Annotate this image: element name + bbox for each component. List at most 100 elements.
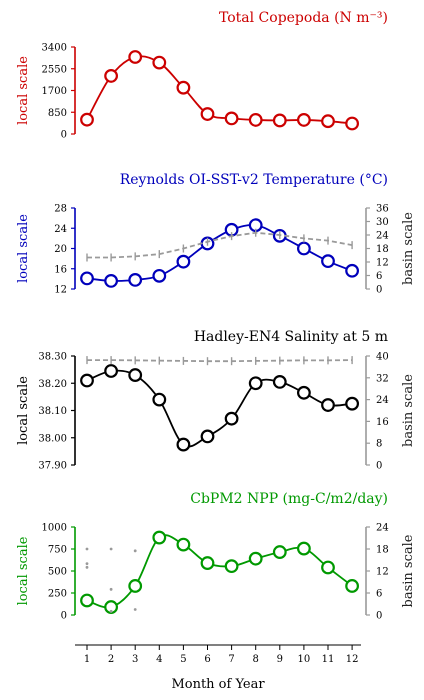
x-tick-label: 6 (204, 654, 210, 665)
left-tick-label: 3400 (42, 43, 67, 54)
left-axis-label: local scale (16, 376, 31, 445)
x-tick-label: 2 (108, 654, 114, 665)
local-series-point (80, 112, 94, 127)
local-series-point (152, 55, 167, 70)
left-axis-label: local scale (16, 56, 31, 125)
local-series-point (248, 551, 263, 566)
local-series-point (80, 373, 94, 388)
panel-title: CbPM2 NPP (mg-C/m2/day) (190, 491, 388, 507)
left-tick-label: 0 (61, 130, 67, 141)
x-tick-label: 10 (298, 654, 311, 665)
left-tick-label: 750 (48, 545, 67, 556)
local-series-point (297, 541, 311, 556)
x-axis-label: Month of Year (171, 677, 265, 692)
right-tick-label: 24 (376, 395, 389, 406)
local-series-point (248, 113, 263, 127)
right-tick-label: 18 (376, 545, 389, 556)
right-tick-label: 24 (376, 231, 389, 242)
local-series-line (86, 55, 353, 125)
local-series-point (224, 559, 239, 574)
right-tick-label: 40 (376, 352, 389, 363)
local-series-point (345, 579, 360, 593)
local-series-point (345, 396, 360, 411)
x-tick-label: 11 (322, 654, 335, 665)
right-tick-label: 6 (376, 271, 382, 282)
left-tick-label: 28 (54, 204, 67, 215)
local-series-point (152, 268, 167, 283)
right-axis-label: basin scale (401, 534, 416, 607)
right-tick-label: 18 (376, 244, 389, 255)
basin-scatter-point (133, 608, 137, 611)
x-tick-label: 12 (346, 654, 359, 665)
local-series-point (176, 254, 191, 269)
right-tick-label: 0 (376, 461, 382, 472)
right-tick-label: 12 (376, 258, 389, 269)
right-tick-label: 6 (376, 589, 382, 600)
local-series-point (297, 241, 311, 256)
left-tick-label: 2550 (42, 64, 67, 75)
basin-scatter-point (109, 547, 113, 551)
x-tick-label: 1 (84, 654, 90, 665)
local-series-point (176, 437, 191, 452)
right-tick-label: 32 (376, 373, 389, 384)
local-series-point (200, 556, 215, 570)
local-series-point (176, 537, 191, 552)
local-series-point (321, 398, 335, 412)
right-tick-label: 16 (376, 417, 389, 428)
left-tick-label: 1000 (42, 523, 67, 534)
chart-panels: Total Copepoda (N m⁻³)3400255017008500lo… (16, 10, 416, 622)
local-series-point (272, 545, 287, 559)
basin-scatter-point (109, 609, 113, 613)
left-axis-label: local scale (16, 536, 31, 605)
panel-title: Total Copepoda (N m⁻³) (219, 10, 388, 26)
left-tick-label: 38.00 (38, 433, 67, 444)
panel-salinity: Hadley-EN4 Salinity at 5 m 38.30 38.20 38.1… (16, 329, 416, 472)
left-tick-label: 38.30 (38, 352, 67, 363)
panel-npp: CbPM2 NPP (mg-C/m2/day) 1000 750 500 250 0 loc… (16, 491, 416, 622)
basin-scatter-point (85, 565, 89, 569)
left-tick-label: 850 (48, 108, 67, 119)
local-series-point (176, 80, 191, 95)
left-tick-label: 24 (54, 224, 67, 235)
x-axis: 1 2 3 4 5 6 7 8 9 10 11 12 Month of Year (75, 644, 361, 692)
right-tick-label: 24 (376, 523, 389, 534)
basin-scatter-point (85, 562, 89, 566)
local-series-point (104, 274, 118, 288)
local-series-point (80, 593, 94, 608)
right-tick-label: 8 (376, 439, 382, 450)
basin-scatter-point (133, 549, 137, 553)
right-tick-label: 12 (376, 567, 389, 578)
local-series-point (272, 113, 287, 128)
x-tick-label: 8 (253, 654, 259, 665)
local-series-point (345, 263, 360, 278)
left-tick-label: 500 (48, 567, 67, 578)
local-series-point (272, 374, 287, 389)
local-series-point (152, 530, 167, 545)
panel-title: Hadley-EN4 Salinity at 5 m (194, 329, 388, 345)
local-series-point (200, 107, 215, 121)
x-tick-label: 4 (156, 654, 162, 665)
local-series-point (80, 271, 94, 286)
panel-title: Reynolds OI-SST-v2 Temperature (°C) (120, 172, 388, 188)
local-series-point (128, 272, 143, 287)
left-tick-label: 37.90 (38, 461, 67, 472)
local-series-line (86, 224, 353, 282)
local-series-point (128, 579, 143, 593)
right-tick-label: 0 (376, 611, 382, 622)
right-tick-label: 30 (376, 217, 389, 228)
x-tick-label: 9 (277, 654, 283, 665)
panel-sst: Reynolds OI-SST-v2 Temperature (°C) 28 24 2… (16, 172, 416, 296)
left-tick-label: 12 (54, 285, 67, 296)
local-series-point (104, 600, 118, 614)
left-axis-label: local scale (16, 214, 31, 283)
local-series-point (128, 368, 143, 382)
basin-series-line (87, 231, 353, 259)
local-series-point (104, 69, 118, 83)
local-series-point (321, 560, 335, 575)
local-series-point (128, 50, 143, 64)
local-series-point (152, 392, 167, 407)
left-tick-label: 0 (61, 611, 67, 622)
local-series-line (86, 534, 353, 609)
x-tick-label: 3 (132, 654, 138, 665)
